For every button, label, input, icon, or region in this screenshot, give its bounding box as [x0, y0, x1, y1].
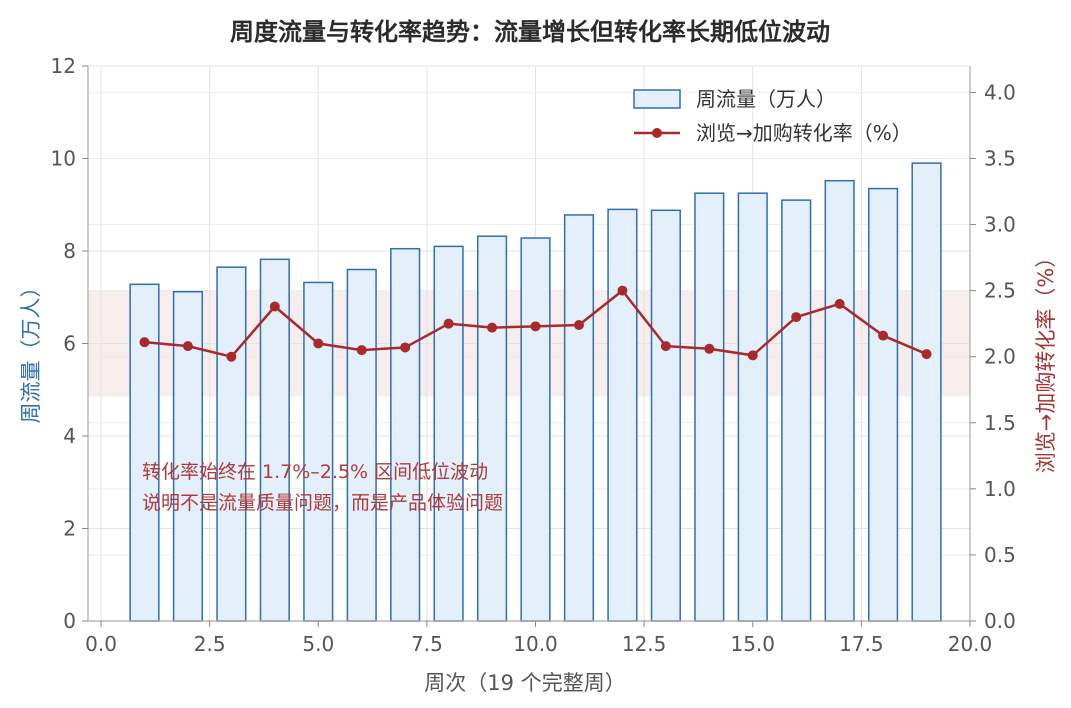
conversion-point	[269, 301, 280, 312]
x-tick-label: 7.5	[411, 632, 443, 656]
x-axis-label: 周次（19 个完整周）	[424, 671, 625, 695]
y-axis-left-label: 周流量（万人）	[19, 277, 43, 424]
y-right-tick-label: 3.0	[984, 213, 1016, 237]
traffic-bar	[433, 245, 464, 622]
conversion-point	[139, 337, 150, 348]
x-tick-label: 2.5	[194, 632, 226, 656]
conversion-point	[400, 342, 411, 353]
traffic-bar	[737, 192, 768, 622]
conversion-point	[487, 322, 498, 333]
traffic-bar	[868, 187, 899, 622]
y-right-tick-label: 4.0	[984, 80, 1016, 104]
x-tick-label: 0.0	[85, 632, 117, 656]
chart-title: 周度流量与转化率趋势：流量增长但转化率长期低位波动	[230, 18, 830, 46]
conversion-point	[791, 312, 802, 323]
y-left-tick-label: 2	[63, 517, 76, 541]
line-layer	[139, 285, 932, 362]
y-right-tick-label: 0.5	[984, 543, 1016, 567]
traffic-bar	[216, 266, 247, 622]
traffic-bar	[781, 199, 812, 622]
y-left-tick-label: 8	[63, 239, 76, 263]
traffic-bar	[694, 192, 725, 622]
x-tick-label: 17.5	[839, 632, 884, 656]
x-tick-label: 20.0	[948, 632, 993, 656]
annotation-line-1: 转化率始终在 1.7%–2.5% 区间低位波动	[142, 461, 488, 483]
conversion-point	[573, 320, 584, 330]
traffic-bar	[607, 208, 638, 622]
legend-line-marker	[652, 128, 662, 138]
y-left-tick-label: 6	[63, 332, 76, 356]
y-left-tick-label: 12	[51, 54, 76, 78]
traffic-bar	[172, 290, 204, 622]
traffic-bar	[520, 237, 551, 622]
traffic-bar	[650, 209, 681, 622]
conversion-point	[834, 298, 845, 309]
conversion-point	[182, 341, 193, 352]
annotation-line-2: 说明不是流量质量问题，而是产品体验问题	[142, 492, 503, 514]
y-left-tick-label: 10	[51, 147, 76, 171]
x-tick-label: 12.5	[622, 632, 667, 656]
legend: 周流量（万人） 浏览→加购转化率（%）	[633, 87, 912, 145]
y-right-tick-label: 3.5	[984, 147, 1016, 171]
conversion-point	[878, 330, 889, 341]
traffic-bar	[911, 162, 942, 622]
traffic-bar	[824, 179, 855, 622]
traffic-bar	[476, 235, 508, 622]
y-right-tick-label: 0.0	[984, 609, 1016, 633]
legend-line-label: 浏览→加购转化率（%）	[696, 121, 912, 145]
y-right-tick-label: 1.5	[984, 411, 1016, 435]
conversion-point	[443, 318, 454, 329]
y-right-tick-label: 2.0	[984, 345, 1016, 369]
legend-bar-label: 周流量（万人）	[696, 87, 836, 111]
conversion-point	[704, 343, 715, 354]
y-left-tick-label: 0	[63, 609, 76, 633]
conversion-point	[226, 351, 237, 362]
traffic-bar	[563, 214, 595, 622]
traffic-bar	[303, 281, 334, 622]
x-tick-label: 5.0	[302, 632, 334, 656]
y-left-tick-label: 4	[63, 424, 76, 448]
conversion-point	[660, 341, 671, 352]
conversion-point	[747, 350, 758, 361]
traffic-bar	[129, 283, 160, 622]
conversion-point	[617, 285, 628, 296]
conversion-point	[530, 321, 541, 332]
x-tick-label: 15.0	[730, 632, 775, 656]
conversion-point	[921, 349, 932, 360]
y-axis-right-label: 浏览→加购转化率（%）	[1034, 247, 1058, 474]
y-right-tick-label: 1.0	[984, 477, 1016, 501]
conversion-point	[356, 345, 367, 356]
traffic-bar	[346, 268, 377, 622]
legend-bar-swatch	[633, 89, 681, 109]
traffic-bar	[390, 247, 421, 622]
tick-layer: 0.0 2.5 5.0 7.5 10.0 12.5 15.0 17.5 20.0 0 2 4 6 8 10 1…	[51, 54, 1016, 656]
x-tick-label: 10.0	[513, 632, 558, 656]
bar-layer	[129, 162, 942, 622]
conversion-point	[313, 338, 324, 349]
y-right-tick-label: 2.5	[984, 279, 1016, 303]
